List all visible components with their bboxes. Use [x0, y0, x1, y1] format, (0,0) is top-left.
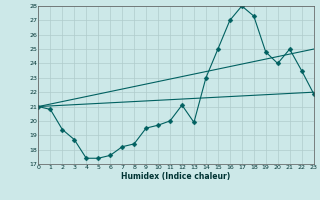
X-axis label: Humidex (Indice chaleur): Humidex (Indice chaleur)	[121, 172, 231, 181]
